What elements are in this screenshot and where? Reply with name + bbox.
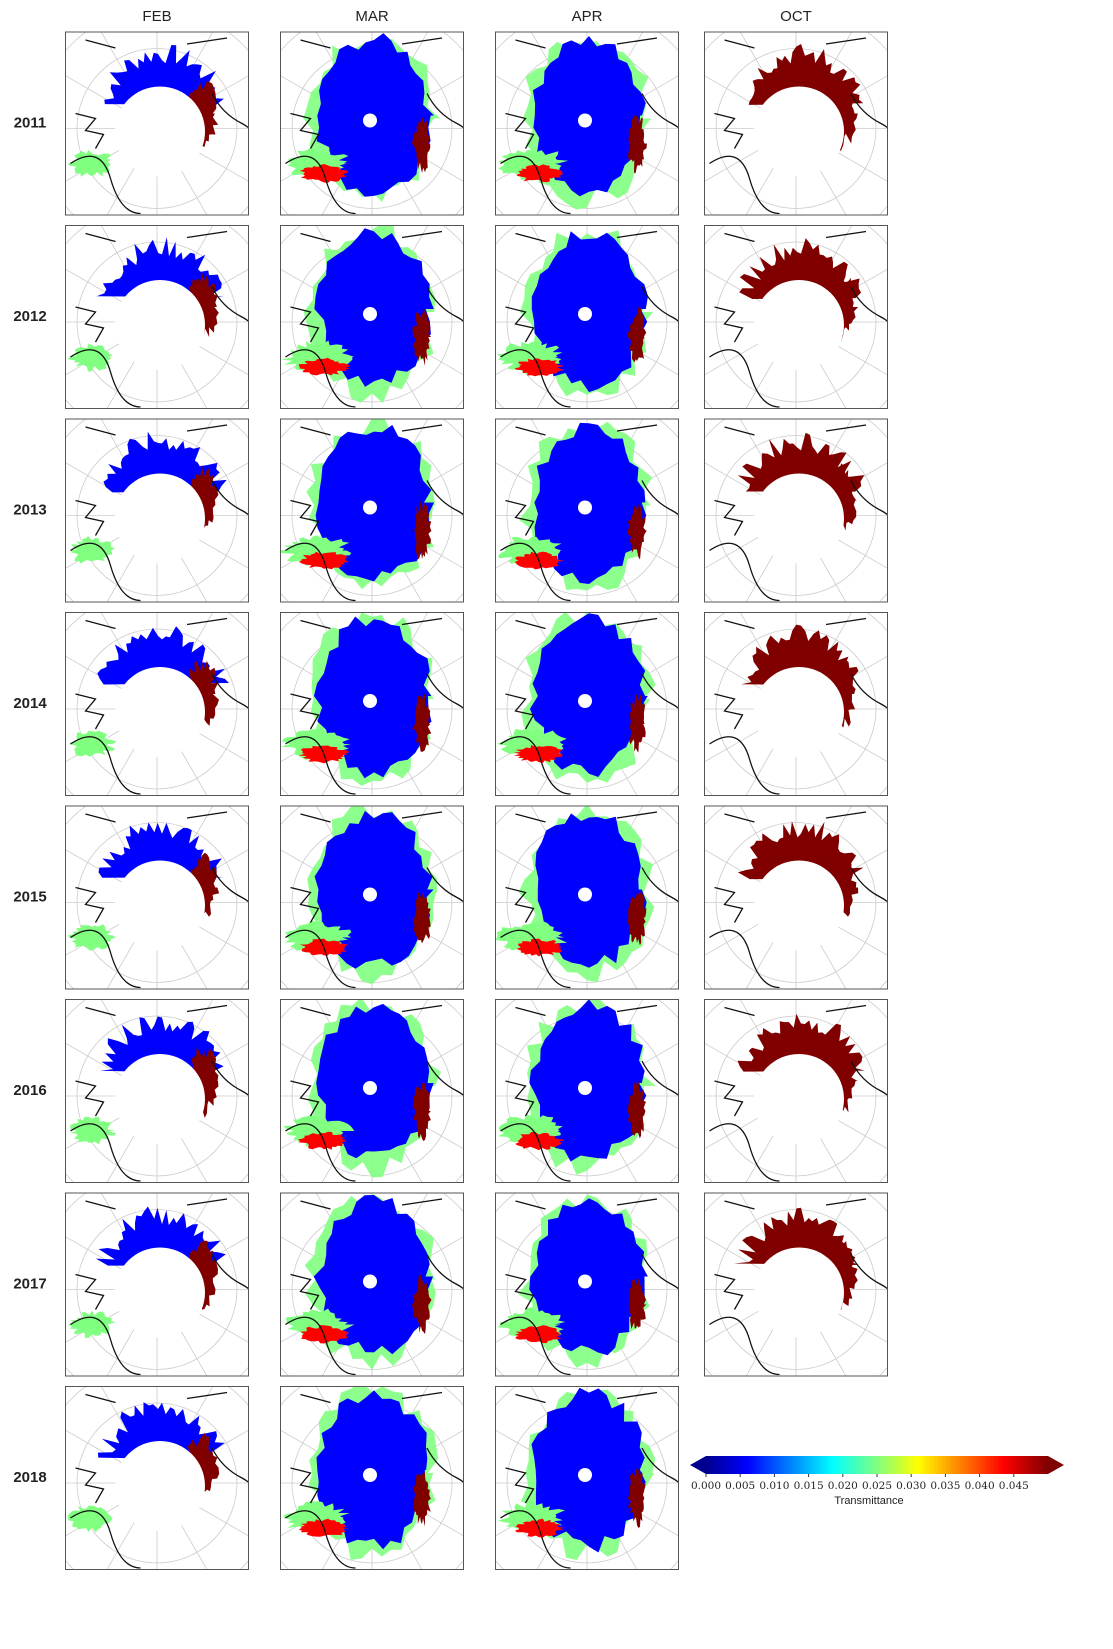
- row-label: 2013: [13, 501, 46, 518]
- pole-hole: [754, 861, 844, 951]
- pole-hole: [754, 1054, 844, 1144]
- column-header: APR: [572, 8, 603, 25]
- pole-hole: [578, 114, 592, 128]
- pole-hole: [363, 1081, 377, 1095]
- pole-hole: [115, 1054, 205, 1144]
- pole-hole: [115, 474, 205, 564]
- pole-hole: [115, 667, 205, 757]
- pole-hole: [363, 888, 377, 902]
- pole-hole: [115, 861, 205, 951]
- pole-hole: [115, 87, 205, 177]
- pole-hole: [363, 501, 377, 515]
- map-panel: [7, 1333, 307, 1633]
- pole-hole: [578, 1081, 592, 1095]
- pole-hole: [578, 888, 592, 902]
- pole-hole: [363, 694, 377, 708]
- colorbar-tick-label: 0.000: [691, 1480, 721, 1492]
- row-label: 2011: [14, 114, 47, 131]
- pole-hole: [363, 114, 377, 128]
- colorbar-tick-label: 0.005: [725, 1480, 755, 1492]
- pole-hole: [754, 667, 844, 757]
- colorbar-label: Transmittance: [834, 1495, 903, 1507]
- colorbar-tick-label: 0.040: [965, 1480, 995, 1492]
- pole-hole: [363, 1275, 377, 1289]
- pole-hole: [363, 1468, 377, 1482]
- pole-hole: [578, 307, 592, 321]
- column-header: OCT: [780, 8, 812, 25]
- pole-hole: [578, 501, 592, 515]
- pole-hole: [754, 87, 844, 177]
- colorbar-tick-label: 0.035: [930, 1480, 960, 1492]
- row-label: 2018: [13, 1469, 46, 1486]
- column-header: MAR: [355, 8, 389, 25]
- pole-hole: [115, 1248, 205, 1338]
- pole-hole: [578, 1468, 592, 1482]
- row-label: 2015: [13, 888, 46, 905]
- row-label: 2012: [13, 308, 46, 325]
- pole-hole: [578, 1275, 592, 1289]
- column-header: FEB: [142, 8, 171, 25]
- colorbar-tick-label: 0.010: [759, 1480, 789, 1492]
- pole-hole: [754, 280, 844, 370]
- pole-hole: [754, 1248, 844, 1338]
- pole-hole: [115, 1441, 205, 1531]
- row-label: 2016: [13, 1082, 46, 1099]
- colorbar-tick-label: 0.030: [896, 1480, 926, 1492]
- pole-hole: [754, 474, 844, 564]
- colorbar-high-extend: [1048, 1456, 1064, 1474]
- colorbar-tick-label: 0.045: [999, 1480, 1029, 1492]
- map-panel: [646, 1140, 946, 1440]
- figure: FEB MAR APR OCT 2011 2012 2013 2014 2015 2016 2017…: [0, 0, 1113, 1644]
- pole-hole: [363, 307, 377, 321]
- colorbar-tick-label: 0.020: [828, 1480, 858, 1492]
- row-label: 2017: [13, 1275, 46, 1292]
- pole-hole: [578, 694, 592, 708]
- colorbar-tick-label: 0.015: [794, 1480, 824, 1492]
- colorbar: [706, 1456, 1048, 1474]
- row-label: 2014: [13, 695, 47, 712]
- pole-hole: [115, 280, 205, 370]
- colorbar-low-extend: [690, 1456, 706, 1474]
- colorbar-tick-label: 0.025: [862, 1480, 892, 1492]
- map-panel: [222, 1333, 522, 1633]
